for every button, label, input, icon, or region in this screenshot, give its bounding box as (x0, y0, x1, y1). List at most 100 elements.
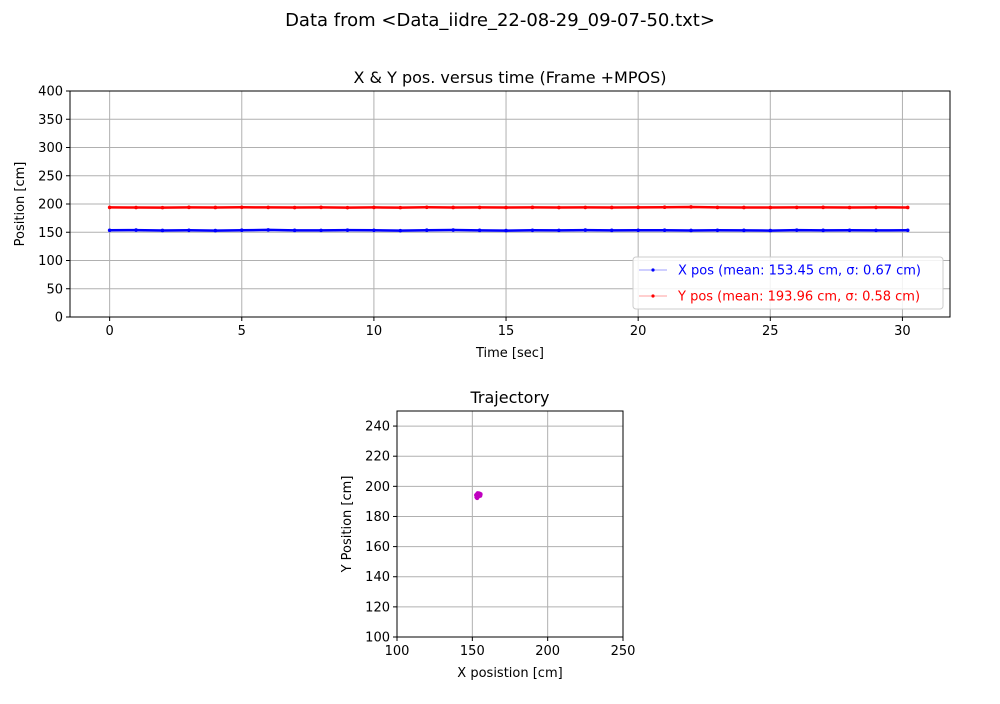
data-point (583, 228, 588, 232)
legend-swatch-marker (651, 268, 655, 272)
y-tick-label: 300 (38, 141, 63, 156)
data-point (266, 205, 270, 210)
data-point (609, 228, 614, 233)
y-tick-label: 200 (38, 198, 63, 213)
data-point (768, 205, 773, 210)
chart-title: X & Y pos. versus time (Frame +MPOS) (354, 68, 667, 87)
data-point (107, 205, 112, 210)
data-point (636, 228, 640, 233)
data-point (160, 228, 165, 233)
data-point (689, 205, 693, 209)
data-point (372, 228, 376, 233)
x-axis-label: Time [sec] (475, 346, 544, 361)
x-tick-label: 0 (105, 324, 113, 339)
legend-swatch-marker (651, 294, 655, 298)
data-point (477, 205, 482, 210)
data-point (504, 228, 508, 233)
data-point (160, 205, 165, 210)
y-tick-label: 0 (55, 311, 63, 326)
data-point (557, 228, 561, 233)
x-tick-label: 30 (894, 324, 911, 339)
y-tick-label: 160 (365, 540, 390, 555)
plot-frame (69, 90, 951, 318)
data-point (905, 228, 910, 233)
y-tick-label: 350 (38, 113, 63, 128)
y-tick-label: 50 (46, 282, 63, 297)
x-tick-label: 200 (535, 644, 560, 659)
data-point (345, 205, 350, 210)
y-tick-label: 180 (365, 510, 390, 525)
scatter-point (476, 491, 482, 497)
data-point (530, 205, 535, 210)
data-point (821, 205, 825, 210)
figure-suptitle: Data from <Data_iidre_22-08-29_09-07-50.… (285, 10, 715, 31)
data-point (662, 205, 667, 210)
data-point (424, 228, 429, 233)
data-point (847, 228, 852, 233)
y-tick-label: 240 (365, 420, 390, 435)
data-point (451, 205, 455, 210)
data-point (239, 205, 244, 210)
data-point (557, 205, 561, 210)
data-point (742, 205, 746, 210)
x-tick-label: 15 (498, 324, 515, 339)
data-point (636, 205, 640, 210)
data-point (187, 205, 191, 210)
y-tick-label: 400 (38, 85, 63, 100)
data-point (134, 205, 138, 210)
data-point (794, 205, 799, 210)
y-tick-label: 200 (365, 480, 390, 495)
y-tick-label: 220 (365, 450, 390, 465)
data-point (372, 205, 376, 210)
data-point (213, 205, 218, 210)
data-point (689, 228, 693, 233)
y-axis-label: Position [cm] (13, 162, 28, 247)
data-point (319, 205, 323, 210)
legend-label: X pos (mean: 153.45 cm, σ: 0.67 cm) (678, 264, 921, 279)
y-tick-label: 100 (38, 254, 63, 269)
legend-box (632, 256, 944, 310)
series-line-0 (109, 228, 908, 232)
data-point (768, 228, 773, 233)
data-point (504, 205, 508, 210)
data-point (742, 228, 746, 233)
data-point (239, 228, 244, 233)
data-point (213, 228, 218, 233)
y-tick-label: 120 (365, 600, 390, 615)
legend-label: Y pos (mean: 193.96 cm, σ: 0.58 cm) (677, 290, 920, 305)
y-tick-label: 100 (365, 631, 390, 646)
data-point (451, 228, 455, 232)
data-point (319, 228, 323, 233)
data-point (847, 205, 852, 210)
x-tick-label: 20 (630, 324, 647, 339)
data-point (292, 228, 297, 233)
data-point (187, 228, 191, 233)
x-tick-label: 250 (611, 644, 636, 659)
data-point (134, 228, 138, 232)
data-point (477, 228, 482, 233)
x-tick-label: 150 (460, 644, 485, 659)
y-tick-label: 150 (38, 226, 63, 241)
data-point (821, 228, 825, 233)
x-axis-label: X posistion [cm] (457, 666, 562, 681)
y-tick-label: 250 (38, 169, 63, 184)
data-point (398, 205, 403, 210)
data-point (398, 228, 403, 233)
x-tick-label: 10 (366, 324, 383, 339)
x-tick-label: 5 (238, 324, 246, 339)
plot-frame (396, 410, 624, 638)
scatter-point (474, 494, 479, 500)
data-point (530, 228, 535, 233)
data-point (266, 228, 270, 232)
series-line-1 (109, 205, 908, 209)
data-point (905, 205, 910, 210)
data-point (874, 228, 878, 233)
data-point (107, 228, 112, 233)
data-point (609, 205, 614, 210)
x-tick-label: 100 (385, 644, 410, 659)
y-tick-label: 140 (365, 570, 390, 585)
x-tick-label: 25 (762, 324, 779, 339)
data-point (583, 205, 588, 210)
